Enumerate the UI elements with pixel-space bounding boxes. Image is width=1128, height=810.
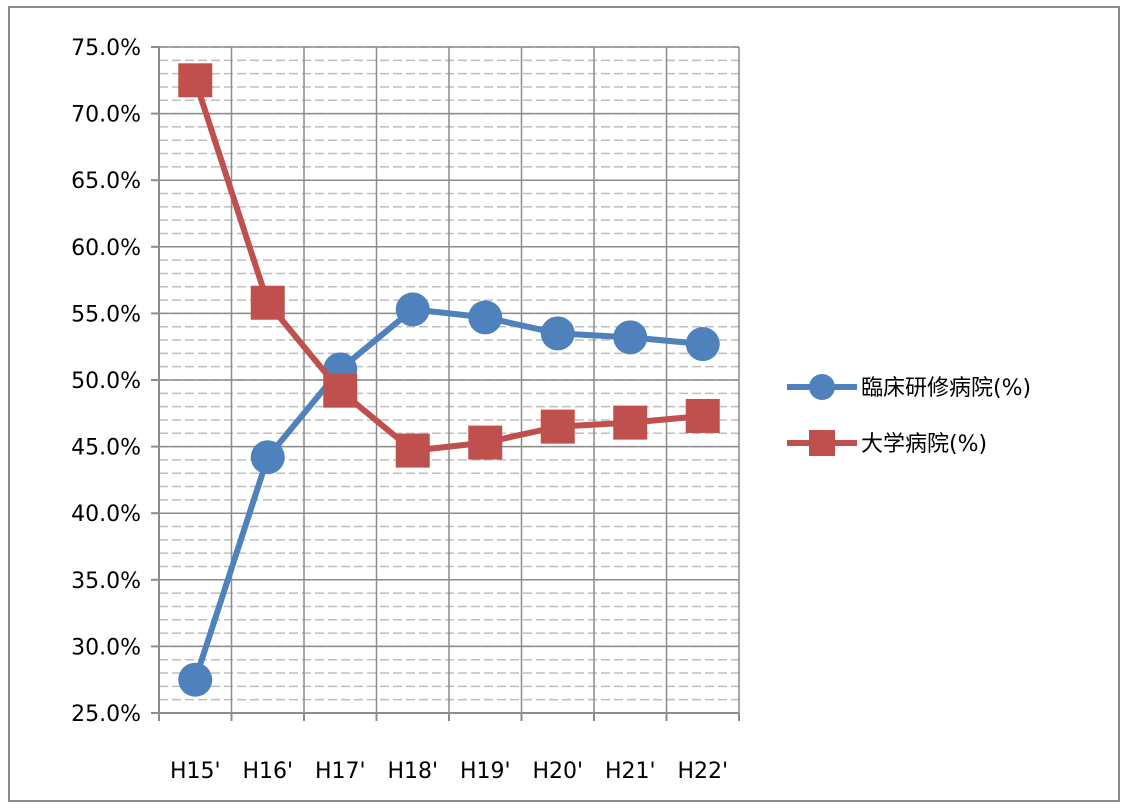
y-tick-label: 60.0% — [71, 236, 141, 261]
series-layer — [178, 63, 720, 697]
y-tick-label: 75.0% — [71, 36, 141, 61]
x-tick-label: H22' — [677, 759, 728, 784]
y-tick-label: 35.0% — [71, 569, 141, 594]
legend-label: 大学病院(%) — [861, 432, 987, 457]
data-point — [468, 300, 503, 335]
data-point — [685, 398, 720, 433]
y-tick-label: 55.0% — [71, 302, 141, 327]
x-tick-label: H19' — [460, 759, 511, 784]
y-tick-label: 25.0% — [71, 702, 141, 727]
data-point — [323, 373, 358, 408]
data-point — [250, 440, 285, 475]
series-2 — [178, 63, 720, 468]
legend: 臨床研修病院(%) 大学病院(%) — [787, 374, 1031, 457]
legend-marker — [809, 374, 835, 400]
data-point — [685, 327, 720, 362]
x-tick-label: H17' — [315, 759, 366, 784]
y-axis-tick-labels: 25.0% 30.0% 35.0% 40.0% 45.0% 50.0% 55.0% 60.0%… — [71, 36, 141, 727]
x-axis-tick-labels: H15' H16' H17' H18' H19' H20' H21' H22' — [170, 759, 728, 784]
data-point — [613, 405, 648, 440]
data-point — [250, 285, 285, 320]
x-tick-label: H21' — [605, 759, 656, 784]
legend-marker — [809, 430, 835, 456]
y-tick-label: 45.0% — [71, 436, 141, 461]
data-point — [178, 662, 213, 697]
data-point — [613, 320, 648, 355]
data-point — [395, 433, 430, 468]
y-tick-label: 65.0% — [71, 169, 141, 194]
y-tick-label: 40.0% — [71, 502, 141, 527]
data-point — [540, 409, 575, 444]
x-tick-label: H18' — [387, 759, 438, 784]
legend-item: 大学病院(%) — [787, 430, 987, 457]
x-tick-label: H20' — [532, 759, 583, 784]
y-tick-label: 30.0% — [71, 635, 141, 660]
series-1 — [178, 292, 720, 697]
legend-label: 臨床研修病院(%) — [861, 376, 1031, 401]
major-gridlines — [159, 46, 740, 714]
data-point — [540, 316, 575, 351]
y-tick-label: 50.0% — [71, 369, 141, 394]
x-tick-label: H16' — [242, 759, 293, 784]
axes — [151, 46, 740, 721]
data-point — [468, 425, 503, 460]
y-tick-label: 70.0% — [71, 103, 141, 128]
data-point — [395, 292, 430, 327]
x-tick-label: H15' — [170, 759, 221, 784]
legend-item: 臨床研修病院(%) — [787, 374, 1031, 401]
data-point — [178, 63, 213, 98]
